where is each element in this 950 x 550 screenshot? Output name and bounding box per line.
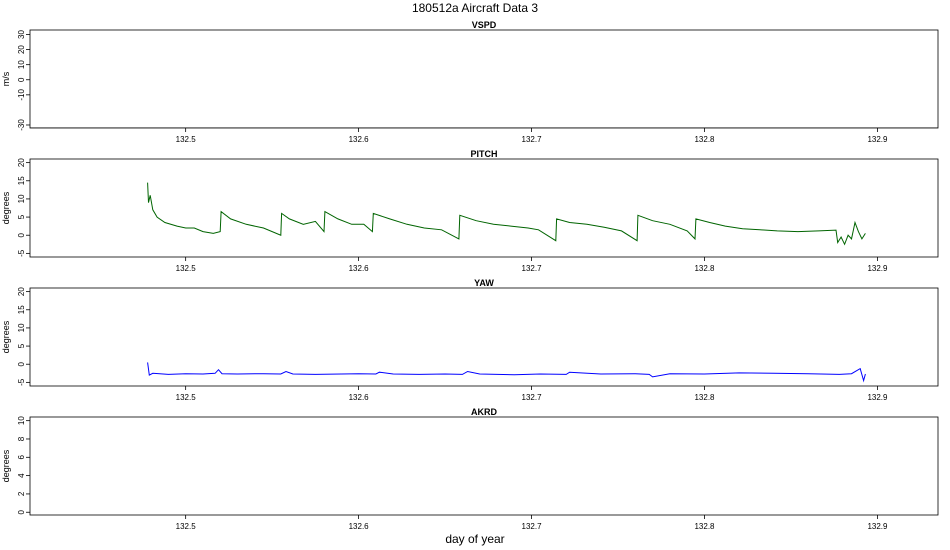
akrd-title: AKRD — [471, 407, 497, 417]
yaw-x-tick-label: 132.9 — [867, 393, 888, 402]
yaw-x-tick-label: 132.6 — [349, 393, 370, 402]
vspd-y-tick-label: -30 — [17, 119, 26, 131]
pitch-y-tick-label: 0 — [17, 232, 26, 237]
yaw-y-tick-label: 15 — [17, 305, 26, 314]
akrd-y-tick-label: 6 — [17, 455, 26, 460]
vspd-x-tick-label: 132.7 — [522, 135, 543, 144]
pitch-title: PITCH — [471, 149, 498, 159]
yaw-y-axis-label: degrees — [1, 320, 11, 353]
akrd-y-tick-label: 10 — [17, 416, 26, 425]
akrd-y-tick-label: 4 — [17, 473, 26, 478]
vspd-y-tick-label: 0 — [17, 77, 26, 82]
vspd-x-tick-label: 132.6 — [349, 135, 370, 144]
akrd-y-tick-label: 8 — [17, 436, 26, 441]
pitch-x-tick-label: 132.6 — [349, 264, 370, 273]
pitch-panel: PITCH degrees 20 15 10 5 0 -5 132.5 132.6 132.7 132… — [1, 149, 939, 273]
yaw-y-tick-label: 20 — [17, 287, 26, 296]
yaw-y-tick-label: -5 — [17, 378, 26, 386]
vspd-plot-frame — [29, 29, 939, 129]
vspd-x-tick-label: 132.8 — [694, 135, 715, 144]
pitch-y-tick-label: 20 — [17, 158, 26, 167]
pitch-x-tick-label: 132.5 — [176, 264, 197, 273]
yaw-x-tick-label: 132.8 — [694, 393, 715, 402]
pitch-y-tick-label: -5 — [17, 249, 26, 257]
pitch-x-tick-label: 132.7 — [522, 264, 543, 273]
yaw-x-tick-label: 132.7 — [522, 393, 543, 402]
pitch-y-axis-label: degrees — [1, 191, 11, 224]
yaw-x-tick-label: 132.5 — [176, 393, 197, 402]
pitch-plot-frame — [29, 158, 939, 258]
yaw-y-tick-label: 5 — [17, 343, 26, 348]
akrd-y-axis-label: degrees — [1, 449, 11, 482]
pitch-y-tick-label: 10 — [17, 194, 26, 203]
pitch-x-tick-label: 132.9 — [867, 264, 888, 273]
vspd-y-tick-label: 30 — [17, 30, 26, 39]
akrd-panel: AKRD degrees 10 8 6 4 2 0 132.5 132.6 132.7 132.8 13… — [1, 407, 939, 531]
akrd-y-tick-label: 0 — [17, 509, 26, 514]
akrd-x-tick-label: 132.5 — [176, 522, 197, 531]
pitch-series-line — [147, 182, 866, 246]
akrd-x-tick-label: 132.7 — [522, 522, 543, 531]
vspd-y-axis-label: m/s — [1, 71, 11, 86]
vspd-panel: VSPD m/s 30 20 10 0 -10 -30 132.5 132.6 132.7 132.8… — [1, 20, 939, 144]
pitch-x-tick-label: 132.8 — [694, 264, 715, 273]
x-axis-label: day of year — [445, 532, 504, 546]
akrd-x-tick-label: 132.8 — [694, 522, 715, 531]
figure-title: 180512a Aircraft Data 3 — [412, 1, 538, 15]
yaw-plot-frame — [29, 287, 939, 387]
vspd-x-tick-label: 132.9 — [867, 135, 888, 144]
pitch-y-tick-label: 15 — [17, 176, 26, 185]
vspd-title: VSPD — [472, 20, 497, 30]
vspd-y-tick-label: 20 — [17, 45, 26, 54]
yaw-y-tick-label: 0 — [17, 361, 26, 366]
vspd-y-tick-label: 10 — [17, 60, 26, 69]
yaw-panel: YAW degrees 20 15 10 5 0 -5 132.5 132.6 132.7 132.8… — [1, 278, 939, 402]
yaw-series-line — [147, 362, 866, 383]
akrd-y-tick-label: 2 — [17, 491, 26, 496]
akrd-x-tick-label: 132.9 — [867, 522, 888, 531]
yaw-y-tick-label: 10 — [17, 323, 26, 332]
pitch-y-tick-label: 5 — [17, 214, 26, 219]
akrd-plot-frame — [29, 416, 939, 516]
vspd-y-tick-label: -10 — [17, 88, 26, 100]
vspd-x-tick-label: 132.5 — [176, 135, 197, 144]
akrd-x-tick-label: 132.6 — [349, 522, 370, 531]
yaw-title: YAW — [474, 278, 494, 288]
